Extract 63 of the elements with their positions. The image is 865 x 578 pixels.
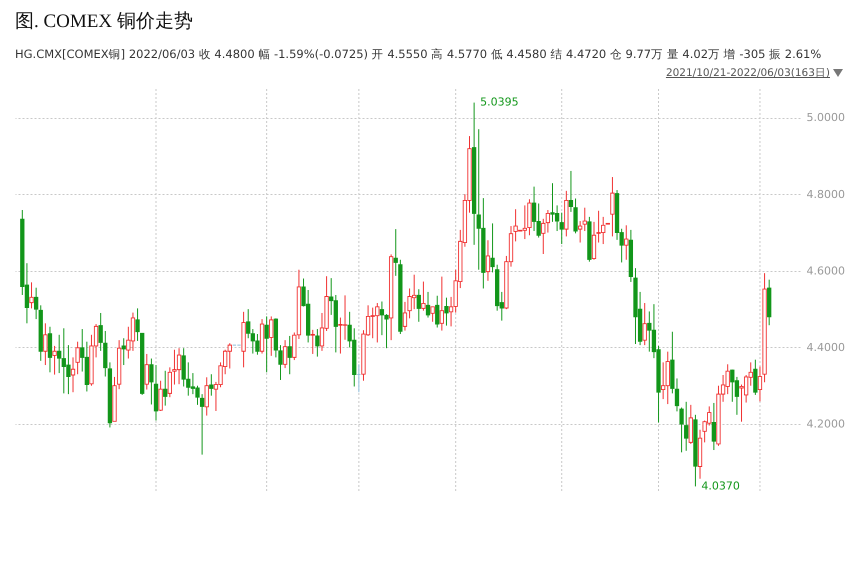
candlestick xyxy=(144,353,149,390)
candlestick xyxy=(753,359,758,396)
y-tick-label: 5.0000 xyxy=(806,111,845,124)
candlestick xyxy=(43,322,48,366)
candlestick xyxy=(380,300,384,336)
text: HG.CMX[COMEX铜] 2022/06/03 收 4.4800 幅 -1.59%(-0.0725) 开 4.5550 高 4.5770 低 4.4580 结 4.4720 仓 9.77万 量 4.02万 增 -305 振 2.61% xyxy=(15,47,822,62)
candlestick xyxy=(767,279,772,326)
candlestick xyxy=(70,356,76,393)
annotation: 5.0395 xyxy=(480,96,519,109)
candlestick xyxy=(490,222,495,273)
candlestick xyxy=(75,341,80,375)
candlestick xyxy=(628,229,634,282)
annotation: 4.0370 xyxy=(701,479,740,492)
candlestick xyxy=(472,102,476,246)
candlestick xyxy=(633,268,638,344)
candlestick xyxy=(172,349,177,386)
candlestick xyxy=(684,401,688,452)
candlestick xyxy=(122,338,126,366)
candlestick xyxy=(34,287,38,320)
candlestick xyxy=(135,308,140,342)
candlestick xyxy=(394,228,398,276)
candlestick xyxy=(693,414,698,487)
candlestick xyxy=(278,344,283,380)
candlestick xyxy=(315,328,320,358)
y-tick-label: 4.4000 xyxy=(806,340,845,354)
chart-title: 图. COMEX 铜价走势 xyxy=(15,10,193,34)
text: 2021/10/21-2022/06/03(163日) xyxy=(666,66,830,80)
candlestick xyxy=(282,340,288,369)
candlestick xyxy=(642,302,647,346)
candlestick xyxy=(758,366,762,402)
candlestick xyxy=(264,316,269,373)
candlestick xyxy=(176,348,182,385)
candlestick xyxy=(209,374,214,396)
candlestick xyxy=(241,311,246,368)
candlestick xyxy=(564,190,568,237)
candlestick xyxy=(712,402,716,451)
candlestick xyxy=(698,429,702,480)
candlestick xyxy=(582,207,587,232)
candlestick xyxy=(200,394,204,456)
candlestick xyxy=(288,335,292,375)
candlestick xyxy=(486,240,490,282)
candlestick xyxy=(154,364,158,422)
candlestick xyxy=(103,330,108,378)
candlestick xyxy=(52,345,57,376)
y-tick-label: 4.8000 xyxy=(806,188,845,201)
candlestick xyxy=(568,170,574,212)
candlestick xyxy=(29,282,34,309)
candlestick xyxy=(610,176,615,237)
candlestick xyxy=(338,317,343,354)
candlestick xyxy=(578,220,582,244)
y-tick-label: 4.2000 xyxy=(806,418,845,430)
candlestick xyxy=(116,340,122,390)
candlestick xyxy=(440,276,444,332)
candlestick xyxy=(204,376,209,416)
candlestick xyxy=(624,224,628,260)
candlestick xyxy=(163,370,168,406)
candlestick xyxy=(98,312,103,352)
candlestick xyxy=(416,288,421,322)
candlestick xyxy=(306,290,310,343)
candlestick xyxy=(444,297,449,326)
candlestick xyxy=(554,204,560,232)
candlestick xyxy=(762,272,767,383)
y-tick-label: 4.6000 xyxy=(806,264,845,278)
